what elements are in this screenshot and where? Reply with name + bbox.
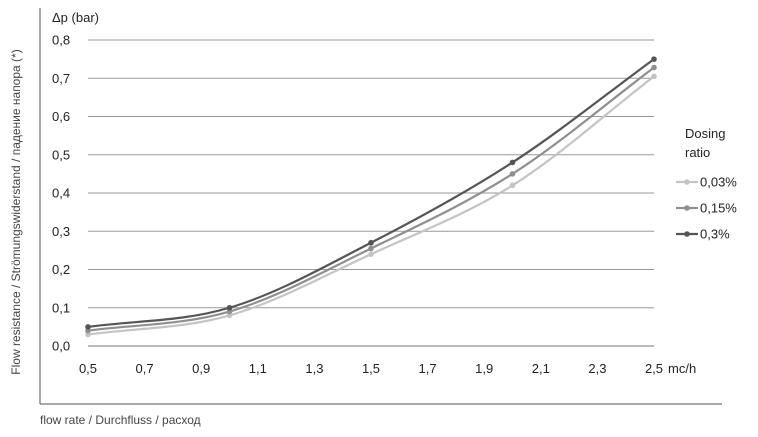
x-tick-label: 1,5 <box>362 361 380 376</box>
y-tick-label: 0,6 <box>52 109 70 124</box>
x-tick-label: 1,3 <box>305 361 323 376</box>
y-tick-label: 0,2 <box>52 262 70 277</box>
data-point <box>368 251 374 257</box>
x-tick-labels: 0,5 0,7 0,9 1,1 1,3 1,5 1,7 1,9 2,1 2,3 2,5 <box>79 361 663 376</box>
y-tick-label: 0,3 <box>52 224 70 239</box>
legend-marker <box>684 179 690 185</box>
x-tick-label: 1,1 <box>249 361 267 376</box>
data-point <box>509 159 516 166</box>
legend-label: 0,03% <box>700 175 737 190</box>
side-label: Flow resistance / Strömungswiderstand / … <box>9 49 23 374</box>
x-tick-label: 1,9 <box>475 361 493 376</box>
legend-label: 0,3% <box>700 227 730 242</box>
data-point <box>85 324 91 330</box>
legend-label: 0,15% <box>700 201 737 216</box>
data-point <box>651 64 657 71</box>
series-line <box>87 75 655 336</box>
legend-marker <box>684 231 690 237</box>
series-line <box>87 66 655 332</box>
data-point <box>85 327 91 334</box>
legend: Dosing ratio 0,03% 0,15% 0,3% <box>676 126 737 242</box>
grid-lines <box>88 39 654 347</box>
data-point <box>509 171 516 177</box>
data-point <box>509 182 516 189</box>
data-point <box>85 331 91 338</box>
data-point <box>226 308 233 315</box>
data-point <box>651 56 657 62</box>
x-tick-label: 2,1 <box>532 361 550 376</box>
x-tick-label: 2,5 <box>645 361 663 376</box>
legend-title: Dosing <box>685 126 725 141</box>
x-axis-unit: mc/h <box>668 361 696 376</box>
data-point <box>226 312 233 319</box>
x-tick-label: 0,7 <box>136 361 154 376</box>
y-tick-label: 0,4 <box>52 186 70 201</box>
legend-title: ratio <box>685 145 710 160</box>
x-tick-label: 2,3 <box>588 361 606 376</box>
y-tick-label: 0,8 <box>52 33 70 48</box>
x-tick-label: 0,9 <box>192 361 210 376</box>
bottom-label: flow rate / Durchfluss / расход <box>40 413 201 427</box>
data-point <box>368 239 374 246</box>
x-tick-label: 1,7 <box>419 361 437 376</box>
data-point <box>368 245 374 252</box>
y-axis-label: Δp (bar) <box>52 10 99 25</box>
y-tick-label: 0,5 <box>52 147 70 162</box>
y-tick-label: 0,0 <box>52 339 70 354</box>
data-point <box>226 304 233 311</box>
y-tick-label: 0,7 <box>52 71 70 86</box>
y-tick-labels: 0,0 0,1 0,2 0,3 0,4 0,5 0,6 0,7 0,8 <box>52 33 70 354</box>
legend-marker <box>684 205 690 211</box>
data-point <box>651 73 657 80</box>
x-tick-label: 0,5 <box>79 361 97 376</box>
y-tick-label: 0,1 <box>52 300 70 315</box>
chart-frame <box>39 8 722 405</box>
series-group <box>85 56 657 338</box>
